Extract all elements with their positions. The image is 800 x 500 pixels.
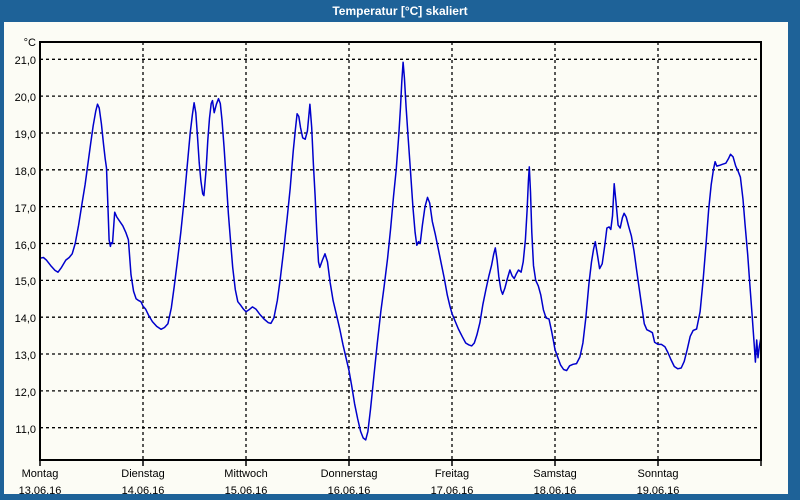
y-axis-tick-label: 15,0: [14, 276, 36, 289]
plot-border: [39, 41, 762, 461]
x-axis-date-label: 15.06.16: [224, 485, 268, 497]
y-axis-tick-label: 11,0: [15, 423, 36, 436]
y-axis-tick-label: 18,0: [14, 165, 36, 178]
x-axis-weekday-label: Mittwoch: [224, 468, 268, 480]
x-axis-date-label: 16.06.16: [327, 485, 371, 497]
x-axis-date-label: 18.06.16: [533, 485, 577, 497]
window-title-bar: Temperatur [°C] skaliert: [0, 0, 800, 22]
y-axis-tick-label: 19,0: [14, 128, 36, 141]
x-axis-weekday-label: Freitag: [434, 468, 470, 480]
y-axis-tick-label: 14,0: [14, 313, 36, 326]
x-axis-weekday-label: Samstag: [533, 468, 577, 480]
x-axis-date-label: 19.06.16: [636, 485, 680, 497]
y-axis-tick-label: 16,0: [14, 239, 36, 252]
x-axis-weekday-label: Donnerstag: [320, 468, 378, 480]
temperature-line-chart: [39, 41, 762, 466]
x-axis-date-label: 13.06.16: [18, 485, 62, 497]
window-title: Temperatur [°C] skaliert: [332, 4, 468, 18]
y-axis-tick-label: 13,0: [14, 350, 36, 363]
y-axis-tick-label: 20,0: [14, 92, 36, 105]
y-axis-tick-label: 17,0: [14, 202, 36, 215]
x-axis-date-label: 14.06.16: [121, 485, 165, 497]
x-axis-weekday-label: Sonntag: [637, 468, 679, 480]
y-axis-unit-label: °C: [23, 37, 36, 49]
y-axis-tick-label: 21,0: [14, 55, 36, 68]
chart-area: °C 21,0 20,0 19,0 18,0 17,0 16,0 15,0 14,0 13,0 1…: [4, 22, 788, 497]
y-axis-tick-label: 12,0: [14, 386, 36, 399]
x-axis-weekday-label: Dienstag: [121, 468, 165, 480]
temperature-series-line: [39, 61, 762, 441]
x-axis-weekday-label: Montag: [21, 468, 59, 480]
x-axis-date-label: 17.06.16: [430, 485, 474, 497]
